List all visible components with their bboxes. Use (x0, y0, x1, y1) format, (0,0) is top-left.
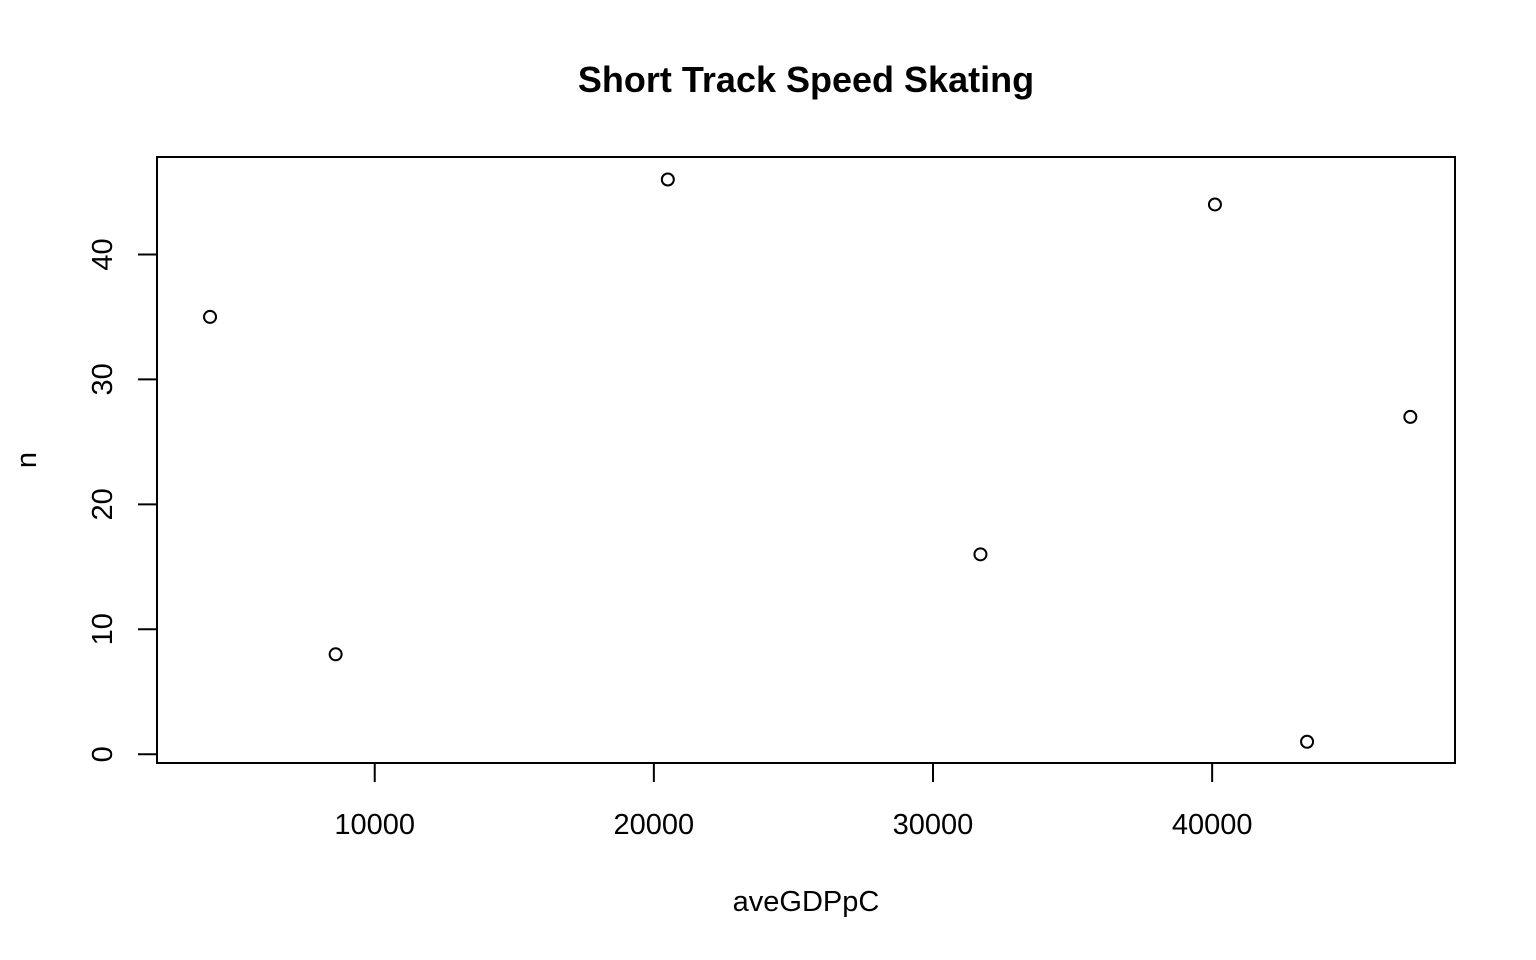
data-points (203, 172, 1418, 749)
data-point (1207, 197, 1222, 212)
chart-title: Short Track Speed Skating (578, 59, 1034, 100)
data-point (1300, 734, 1315, 749)
y-axis-label: n (11, 452, 43, 468)
plot-frame (156, 156, 1456, 764)
data-point (973, 547, 988, 562)
data-point (1403, 409, 1418, 424)
x-tick-label: 30000 (893, 809, 974, 841)
data-point (203, 309, 218, 324)
x-tick-label: 20000 (614, 809, 695, 841)
data-point (660, 172, 675, 187)
x-axis: 10000 20000 30000 40000 (334, 762, 1253, 841)
x-axis-label: aveGDPpC (733, 886, 880, 918)
x-tick-label: 40000 (1172, 809, 1253, 841)
data-point (328, 647, 343, 662)
y-axis: 0 10 20 30 40 (87, 238, 158, 762)
x-tick-label: 10000 (334, 809, 415, 841)
y-tick-label: 30 (87, 363, 119, 395)
y-tick-label: 0 (87, 746, 119, 762)
y-tick-label: 40 (87, 238, 119, 270)
y-tick-label: 10 (87, 613, 119, 645)
y-tick-label: 20 (87, 488, 119, 520)
